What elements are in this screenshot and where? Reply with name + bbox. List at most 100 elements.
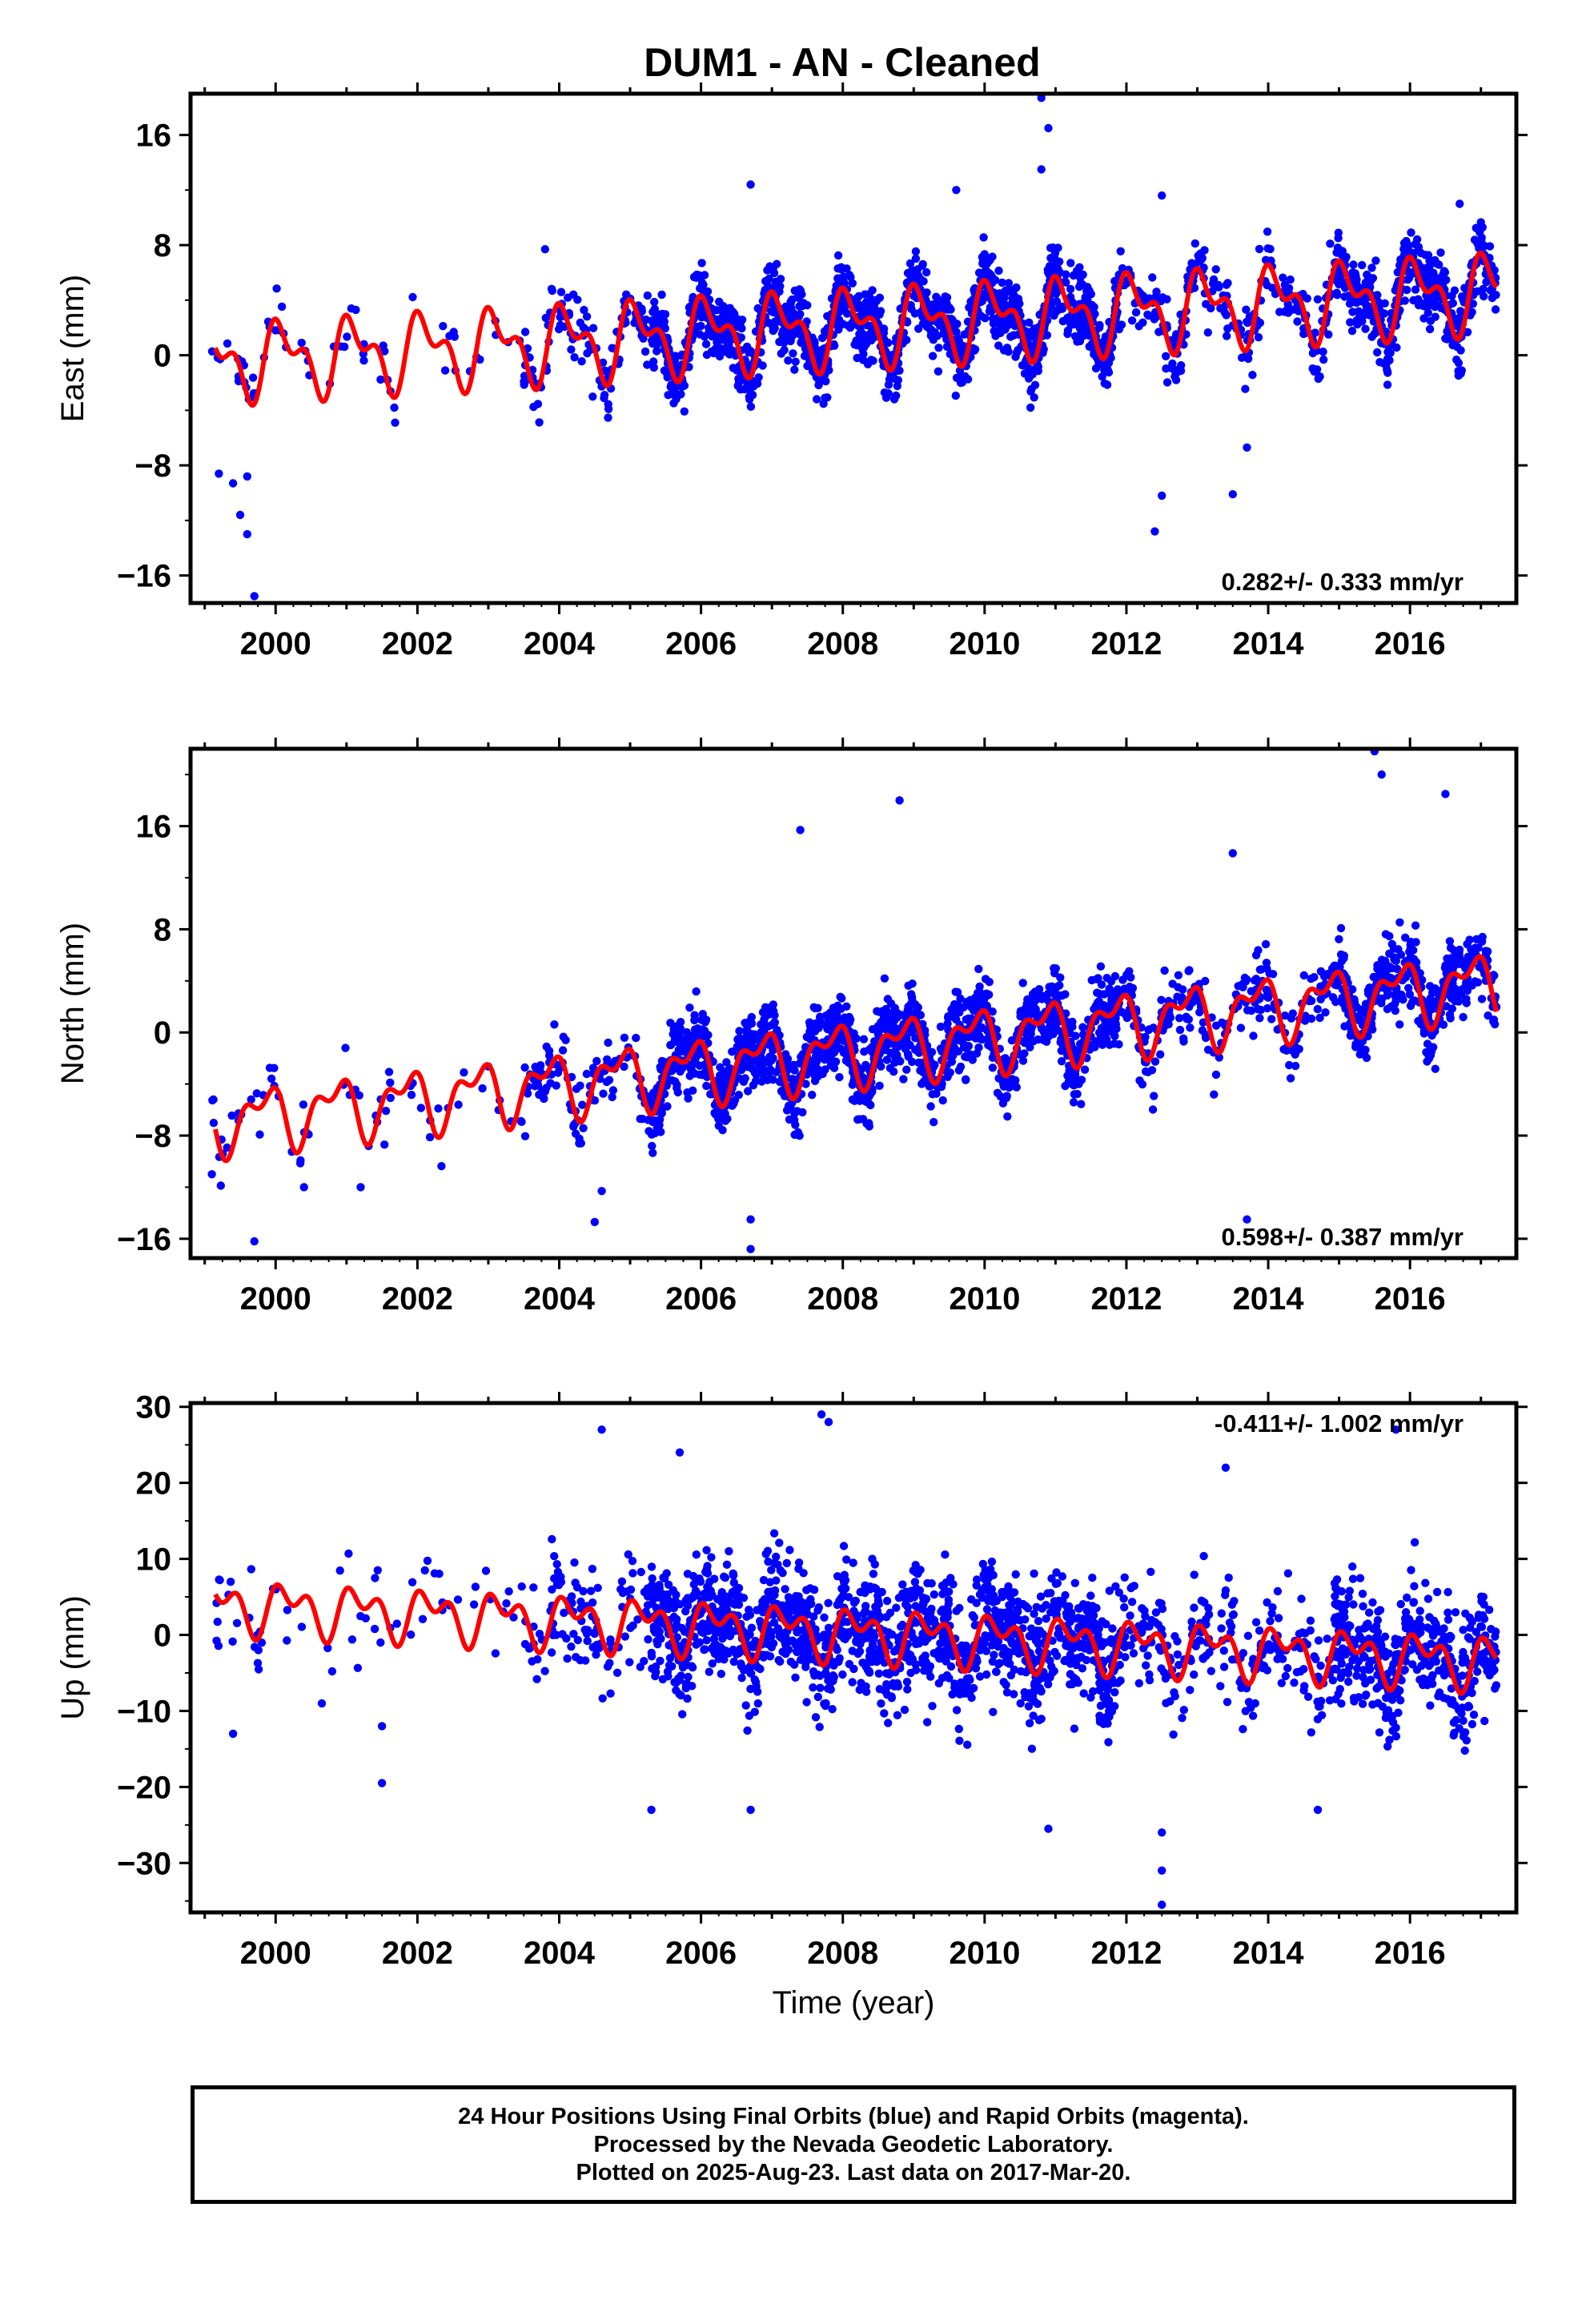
data-point bbox=[265, 1063, 275, 1072]
data-point bbox=[1077, 1100, 1086, 1108]
data-point bbox=[663, 1102, 672, 1111]
data-point bbox=[1371, 256, 1380, 265]
data-point bbox=[1050, 963, 1058, 973]
data-point bbox=[604, 1076, 614, 1084]
data-point bbox=[842, 309, 852, 318]
data-point bbox=[296, 1156, 305, 1165]
data-point bbox=[1261, 939, 1271, 949]
data-point bbox=[912, 1006, 921, 1015]
data-point bbox=[423, 1556, 432, 1566]
data-point bbox=[351, 305, 360, 315]
data-point bbox=[714, 1121, 723, 1130]
data-point bbox=[1407, 228, 1415, 237]
data-point bbox=[692, 987, 701, 996]
data-point bbox=[660, 366, 669, 375]
data-point bbox=[1114, 1039, 1123, 1049]
data-point bbox=[889, 1015, 898, 1024]
data-point bbox=[717, 1090, 725, 1099]
data-point bbox=[1436, 248, 1445, 257]
data-point bbox=[975, 1031, 984, 1040]
data-point bbox=[722, 348, 731, 356]
data-point bbox=[408, 292, 417, 302]
data-point bbox=[988, 1007, 997, 1016]
data-point bbox=[1076, 273, 1085, 283]
x-tick-label: 2006 bbox=[665, 626, 737, 661]
data-point bbox=[981, 975, 990, 983]
data-point bbox=[954, 1001, 963, 1011]
data-point bbox=[1236, 1023, 1246, 1032]
data-point bbox=[1106, 977, 1116, 986]
data-point bbox=[235, 510, 245, 520]
data-point bbox=[481, 1566, 491, 1575]
data-point bbox=[922, 267, 931, 277]
data-point bbox=[1447, 292, 1456, 300]
data-point bbox=[1350, 995, 1359, 1004]
data-point bbox=[1090, 303, 1098, 312]
rate-label: 0.282+/- 0.333 mm/yr bbox=[1222, 568, 1464, 596]
data-point bbox=[1451, 984, 1460, 994]
data-point bbox=[1311, 328, 1319, 337]
data-point bbox=[1489, 1017, 1498, 1026]
data-point bbox=[946, 349, 955, 359]
data-point bbox=[1253, 1004, 1263, 1014]
data-point bbox=[604, 1038, 612, 1047]
data-point bbox=[1377, 770, 1386, 779]
data-point bbox=[854, 303, 864, 312]
x-tick-label: 2016 bbox=[1375, 1281, 1446, 1317]
data-point bbox=[1336, 275, 1345, 284]
data-point bbox=[1419, 300, 1428, 308]
data-point bbox=[803, 301, 812, 310]
data-point bbox=[299, 1100, 308, 1109]
data-point bbox=[905, 259, 915, 268]
data-point bbox=[209, 1095, 218, 1104]
data-point bbox=[1414, 243, 1423, 251]
data-point bbox=[1478, 223, 1488, 232]
data-point bbox=[297, 1622, 307, 1631]
data-point bbox=[1080, 1065, 1090, 1074]
data-point bbox=[697, 1025, 706, 1035]
data-point bbox=[228, 479, 238, 488]
data-point bbox=[380, 347, 389, 356]
data-point bbox=[608, 344, 616, 352]
data-point bbox=[250, 1642, 259, 1651]
data-point bbox=[1349, 260, 1358, 269]
data-point bbox=[1275, 308, 1284, 316]
data-point bbox=[1488, 293, 1497, 303]
data-point bbox=[1215, 1053, 1224, 1062]
data-point bbox=[1174, 1014, 1184, 1023]
data-point bbox=[911, 247, 921, 256]
data-point bbox=[1293, 317, 1302, 326]
data-point bbox=[540, 245, 549, 254]
data-point bbox=[1348, 308, 1357, 316]
data-point bbox=[1068, 299, 1078, 308]
data-point bbox=[1340, 1022, 1349, 1031]
data-point bbox=[1194, 251, 1203, 260]
data-point bbox=[1262, 992, 1271, 1001]
data-point bbox=[1389, 944, 1399, 953]
data-point bbox=[698, 1015, 707, 1024]
data-point bbox=[722, 1058, 731, 1067]
data-point bbox=[226, 1578, 235, 1586]
data-point bbox=[454, 1100, 463, 1109]
data-point bbox=[835, 308, 844, 316]
data-point bbox=[908, 266, 917, 275]
data-point bbox=[1328, 993, 1338, 1002]
data-point bbox=[578, 1100, 587, 1109]
data-point bbox=[605, 1659, 614, 1667]
data-point bbox=[250, 1236, 259, 1246]
data-point bbox=[1118, 975, 1127, 984]
data-point bbox=[746, 180, 755, 189]
data-point bbox=[1348, 985, 1357, 994]
data-point bbox=[714, 1115, 723, 1124]
data-point bbox=[1207, 304, 1215, 313]
data-point bbox=[1010, 331, 1018, 340]
data-point bbox=[930, 1060, 939, 1069]
data-point bbox=[1279, 273, 1287, 282]
data-point bbox=[763, 266, 772, 275]
data-point bbox=[1313, 295, 1323, 304]
data-point bbox=[796, 826, 805, 834]
data-point bbox=[1367, 263, 1376, 272]
data-point bbox=[879, 1014, 889, 1023]
data-point bbox=[928, 1090, 938, 1099]
data-point bbox=[880, 974, 889, 983]
